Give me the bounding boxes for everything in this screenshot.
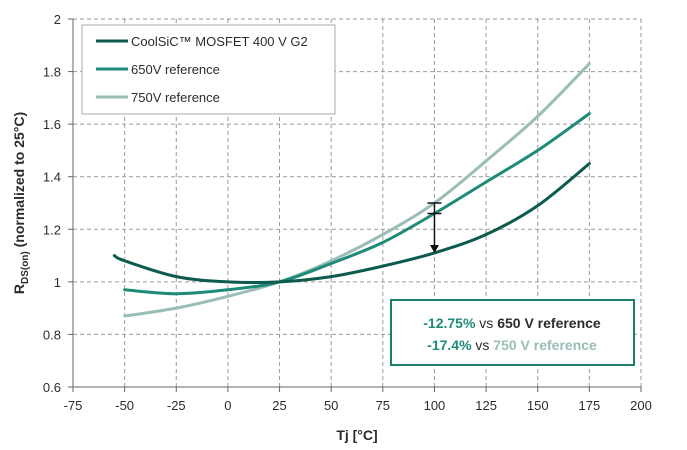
x-tick-label: 100: [424, 398, 446, 413]
series-line-0: [112, 162, 591, 285]
annotation-value-2: -17.4%: [427, 337, 472, 353]
x-tick-label: 175: [579, 398, 601, 413]
annotation-ref-2: 750 V reference: [493, 337, 597, 353]
x-tick-label: 75: [376, 398, 390, 413]
x-tick-label: 125: [475, 398, 497, 413]
arrow-head: [429, 244, 439, 253]
y-tick-label: 1.4: [43, 170, 61, 185]
y-tick-label: 2: [54, 12, 61, 27]
x-tick-label: -25: [167, 398, 186, 413]
labels-layer: -75 -50 -25 0 25 50 75 100 125 150 175 200 0.6 0.8 1 1.…: [11, 12, 652, 443]
x-tick-label: -75: [64, 398, 83, 413]
y-tick-label: 1: [54, 275, 61, 290]
axis-layer: [68, 18, 642, 392]
y-tick-label: 0.6: [43, 380, 61, 395]
legend-label-2: 750V reference: [131, 90, 220, 105]
annotation-vs-2: vs: [472, 337, 494, 353]
y-tick-label: 1.6: [43, 117, 61, 132]
x-tick-label: 0: [224, 398, 231, 413]
series-line-2: [123, 62, 591, 318]
x-axis-title: Tj [°C]: [336, 427, 377, 443]
legend-label-1: 650V reference: [131, 62, 220, 77]
y-axis-title-suffix: (normalized to 25°C): [11, 112, 27, 251]
legend: CoolSiC™ MOSFET 400 V G2 650V reference 75…: [81, 24, 336, 115]
y-axis-title-subscript: DS(on): [20, 251, 31, 284]
annotation-line-2: -17.4% vs 750 V reference: [427, 337, 597, 353]
x-tick-label: 50: [324, 398, 338, 413]
x-tick-label: 25: [272, 398, 286, 413]
annotation-vs-1: vs: [475, 315, 497, 331]
annotation-ref-1: 650 V reference: [497, 315, 601, 331]
series-line-1: [123, 112, 591, 296]
x-tick-label: -50: [115, 398, 134, 413]
x-tick-label: 200: [630, 398, 652, 413]
y-axis-title: RDS(on) (normalized to 25°C): [11, 112, 31, 294]
annotation-box: -12.75% vs 650 V reference -17.4% vs 750 …: [390, 299, 635, 366]
y-tick-label: 1.2: [43, 222, 61, 237]
y-tick-label: 0.8: [43, 327, 61, 342]
y-axis-title-main: R: [11, 284, 27, 294]
annotation-box-frame: [390, 299, 635, 366]
x-tick-label: 150: [527, 398, 549, 413]
annotation-line-1: -12.75% vs 650 V reference: [423, 315, 601, 331]
series-layer: [112, 62, 591, 318]
legend-label-0: CoolSiC™ MOSFET 400 V G2: [131, 34, 308, 49]
annotation-value-1: -12.75%: [423, 315, 476, 331]
annotation-arrow-layer: [427, 202, 442, 253]
y-tick-label: 1.8: [43, 65, 61, 80]
